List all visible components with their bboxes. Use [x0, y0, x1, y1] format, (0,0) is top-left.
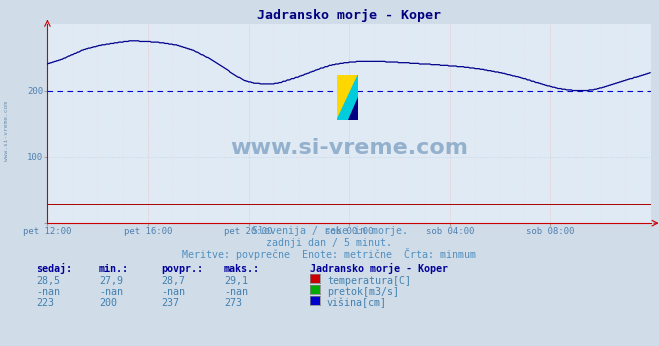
Text: -nan: -nan: [224, 287, 248, 297]
Text: 28,7: 28,7: [161, 276, 185, 286]
Text: 27,9: 27,9: [99, 276, 123, 286]
Text: -nan: -nan: [161, 287, 185, 297]
Text: -nan: -nan: [36, 287, 60, 297]
Polygon shape: [337, 75, 358, 120]
Text: Meritve: povprečne  Enote: metrične  Črta: minmum: Meritve: povprečne Enote: metrične Črta:…: [183, 248, 476, 260]
Text: povpr.:: povpr.:: [161, 264, 204, 274]
Text: sedaj:: sedaj:: [36, 263, 72, 274]
Text: 237: 237: [161, 298, 179, 308]
Text: 273: 273: [224, 298, 242, 308]
Polygon shape: [348, 97, 358, 120]
Text: -nan: -nan: [99, 287, 123, 297]
Text: pretok[m3/s]: pretok[m3/s]: [327, 287, 399, 297]
Text: www.si-vreme.com: www.si-vreme.com: [4, 101, 9, 162]
Polygon shape: [337, 75, 358, 120]
Text: 29,1: 29,1: [224, 276, 248, 286]
Text: višina[cm]: višina[cm]: [327, 298, 387, 308]
Text: temperatura[C]: temperatura[C]: [327, 276, 411, 286]
Text: maks.:: maks.:: [224, 264, 260, 274]
Text: www.si-vreme.com: www.si-vreme.com: [230, 138, 469, 157]
Text: Slovenija / reke in morje.: Slovenija / reke in morje.: [252, 226, 407, 236]
Text: 223: 223: [36, 298, 54, 308]
Title: Jadransko morje - Koper: Jadransko morje - Koper: [257, 9, 442, 22]
Text: Jadransko morje - Koper: Jadransko morje - Koper: [310, 263, 447, 274]
Text: 28,5: 28,5: [36, 276, 60, 286]
Text: min.:: min.:: [99, 264, 129, 274]
Text: zadnji dan / 5 minut.: zadnji dan / 5 minut.: [266, 238, 393, 248]
Text: 200: 200: [99, 298, 117, 308]
